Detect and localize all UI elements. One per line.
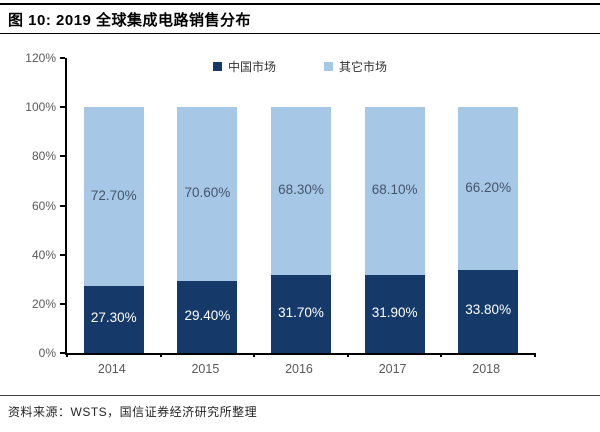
bar-segment-others: 68.30% (271, 107, 331, 276)
y-axis-tick-mark (60, 204, 65, 207)
x-axis-tick-mark (253, 353, 256, 357)
y-axis-tick-label: 0% (38, 346, 56, 360)
x-axis-tick-mark (534, 353, 536, 357)
x-axis-category-label: 2016 (285, 362, 313, 376)
x-axis-tick-mark (346, 353, 349, 357)
y-axis-tick-label: 40% (31, 247, 56, 262)
bar-data-label: 68.10% (371, 181, 418, 197)
legend-item-others: 其它市场 (324, 58, 387, 75)
bar-segment-others: 68.10% (364, 107, 425, 275)
y-axis-tick-label: 20% (31, 296, 56, 311)
chart-legend: 中国市场 其它市场 (0, 57, 600, 75)
bar-segment-others: 72.70% (83, 107, 144, 286)
bar-data-label: 27.30% (90, 310, 137, 326)
source-note: 资料来源：WSTS，国信证券经济研究所整理 (8, 405, 258, 419)
y-axis-tick-mark (60, 106, 65, 109)
bar-segment-china: 27.30% (83, 285, 144, 353)
y-axis-tick-label: 120% (25, 51, 56, 65)
top-divider (0, 3, 600, 5)
bar-data-label: 68.30% (278, 182, 324, 198)
legend-swatch-others-icon (324, 61, 333, 71)
bar-data-label: 31.90% (371, 304, 418, 320)
y-axis-tick-mark (60, 57, 65, 59)
x-axis-category-label: 2017 (378, 362, 407, 376)
bar-segment-china: 31.70% (271, 275, 331, 353)
y-axis-tick-label: 60% (31, 198, 56, 213)
bar-data-label: 33.80% (465, 302, 512, 318)
bar-segment-others: 66.20% (458, 107, 519, 270)
x-axis-category-label: 2018 (472, 362, 501, 376)
y-axis-tick-label: 100% (25, 100, 56, 115)
bar-segment-china: 29.40% (177, 280, 238, 353)
bar-segment-china: 31.90% (364, 274, 425, 353)
y-axis-tick-mark (60, 253, 65, 256)
x-axis-tick-mark (66, 353, 68, 357)
legend-item-china: 中国市场 (212, 58, 276, 75)
bar-data-label: 66.20% (465, 179, 512, 195)
bar-segment-others: 70.60% (177, 107, 238, 281)
stacked-bar-plot-area: 27.30% 72.70% 29.40% 70.60% 31.70% 68.30% 31.9… (60, 57, 536, 357)
title-divider (0, 33, 600, 34)
page-title: 图 10: 2019 全球集成电路销售分布 (8, 12, 252, 29)
legend-swatch-china-icon (212, 61, 222, 71)
x-axis-tick-mark (440, 353, 443, 357)
y-axis-tick-mark (60, 352, 65, 354)
bar-data-label: 31.70% (278, 305, 324, 321)
footer-divider (0, 395, 600, 396)
y-axis-tick-mark (60, 302, 65, 305)
bar-segment-china: 33.80% (458, 269, 519, 353)
x-axis-category-label: 2015 (191, 362, 220, 376)
x-axis-category-label: 2014 (97, 362, 126, 376)
x-axis-tick-mark (159, 353, 162, 357)
y-axis-tick-label: 80% (31, 149, 56, 164)
bar-data-label: 29.40% (184, 307, 231, 323)
y-axis-tick-mark (60, 155, 65, 158)
legend-label-others: 其它市场 (339, 59, 388, 74)
legend-label-china: 中国市场 (227, 59, 276, 74)
bar-data-label: 72.70% (90, 187, 137, 203)
bar-data-label: 70.60% (184, 184, 231, 200)
